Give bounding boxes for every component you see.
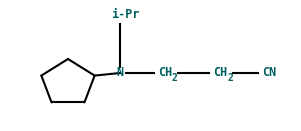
Text: CH: CH: [213, 66, 227, 78]
Text: CH: CH: [158, 66, 172, 78]
Text: i-Pr: i-Pr: [111, 9, 139, 21]
Text: CN: CN: [262, 66, 276, 78]
Text: 2: 2: [227, 73, 233, 83]
Text: N: N: [116, 67, 123, 80]
Text: 2: 2: [172, 73, 178, 83]
